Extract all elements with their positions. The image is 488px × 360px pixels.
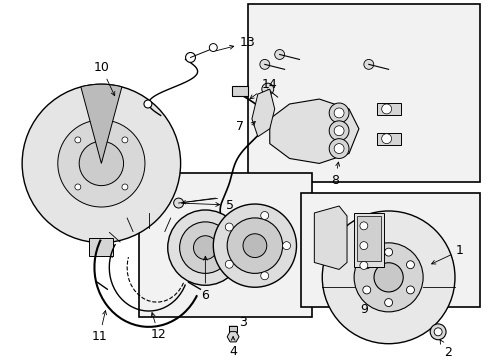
Circle shape — [282, 242, 290, 249]
Bar — [301, 193, 479, 307]
Circle shape — [363, 59, 373, 69]
Circle shape — [406, 286, 413, 294]
Circle shape — [259, 59, 269, 69]
Circle shape — [185, 53, 195, 62]
Circle shape — [328, 103, 348, 123]
Polygon shape — [314, 206, 346, 269]
Circle shape — [359, 242, 367, 249]
Text: 7: 7 — [236, 120, 244, 133]
Text: 4: 4 — [229, 337, 237, 358]
Circle shape — [433, 328, 441, 336]
Circle shape — [225, 223, 233, 231]
Text: 8: 8 — [330, 162, 339, 187]
Bar — [234, 238, 245, 248]
Circle shape — [167, 210, 243, 285]
Circle shape — [328, 139, 348, 158]
Circle shape — [333, 108, 344, 118]
Circle shape — [225, 260, 233, 268]
Circle shape — [429, 324, 445, 340]
Circle shape — [75, 137, 81, 143]
Text: 9: 9 — [359, 302, 367, 315]
Text: 10: 10 — [93, 61, 115, 96]
Bar — [232, 86, 247, 96]
Circle shape — [179, 222, 231, 273]
Text: 3: 3 — [239, 316, 246, 329]
Polygon shape — [251, 89, 274, 137]
Text: 14: 14 — [249, 78, 277, 99]
Circle shape — [243, 234, 266, 257]
Bar — [139, 173, 312, 317]
Text: 2: 2 — [439, 340, 451, 359]
Text: 13: 13 — [216, 36, 255, 51]
Text: 12: 12 — [151, 312, 166, 341]
Circle shape — [22, 84, 180, 243]
Circle shape — [122, 184, 128, 190]
Polygon shape — [227, 332, 239, 342]
Circle shape — [362, 261, 370, 269]
Wedge shape — [81, 84, 122, 163]
Text: 1: 1 — [431, 244, 463, 264]
Bar — [376, 133, 401, 145]
Bar — [353, 213, 383, 267]
Circle shape — [193, 236, 217, 260]
Circle shape — [384, 248, 392, 256]
Text: 6: 6 — [201, 256, 209, 302]
Circle shape — [359, 261, 367, 269]
Circle shape — [75, 184, 81, 190]
Circle shape — [328, 121, 348, 141]
Circle shape — [143, 100, 152, 108]
Circle shape — [173, 198, 183, 208]
Circle shape — [322, 211, 454, 344]
Circle shape — [373, 263, 403, 292]
Circle shape — [362, 286, 370, 294]
Circle shape — [261, 83, 273, 95]
Circle shape — [213, 204, 296, 287]
Circle shape — [381, 104, 391, 114]
Polygon shape — [269, 99, 358, 163]
Circle shape — [260, 272, 268, 280]
Circle shape — [79, 141, 123, 186]
Circle shape — [122, 137, 128, 143]
Circle shape — [381, 134, 391, 144]
Bar — [247, 4, 479, 182]
Circle shape — [384, 298, 392, 306]
Bar — [356, 216, 380, 261]
Circle shape — [359, 222, 367, 230]
Circle shape — [260, 212, 268, 220]
Circle shape — [58, 120, 144, 207]
Text: 11: 11 — [91, 311, 107, 343]
Bar — [376, 103, 401, 115]
Circle shape — [227, 218, 282, 273]
Circle shape — [406, 261, 413, 269]
Circle shape — [353, 243, 422, 312]
Circle shape — [274, 50, 284, 59]
Circle shape — [333, 144, 344, 153]
Bar — [89, 238, 113, 256]
Circle shape — [209, 44, 217, 51]
Text: 5: 5 — [181, 198, 234, 212]
Circle shape — [333, 126, 344, 136]
